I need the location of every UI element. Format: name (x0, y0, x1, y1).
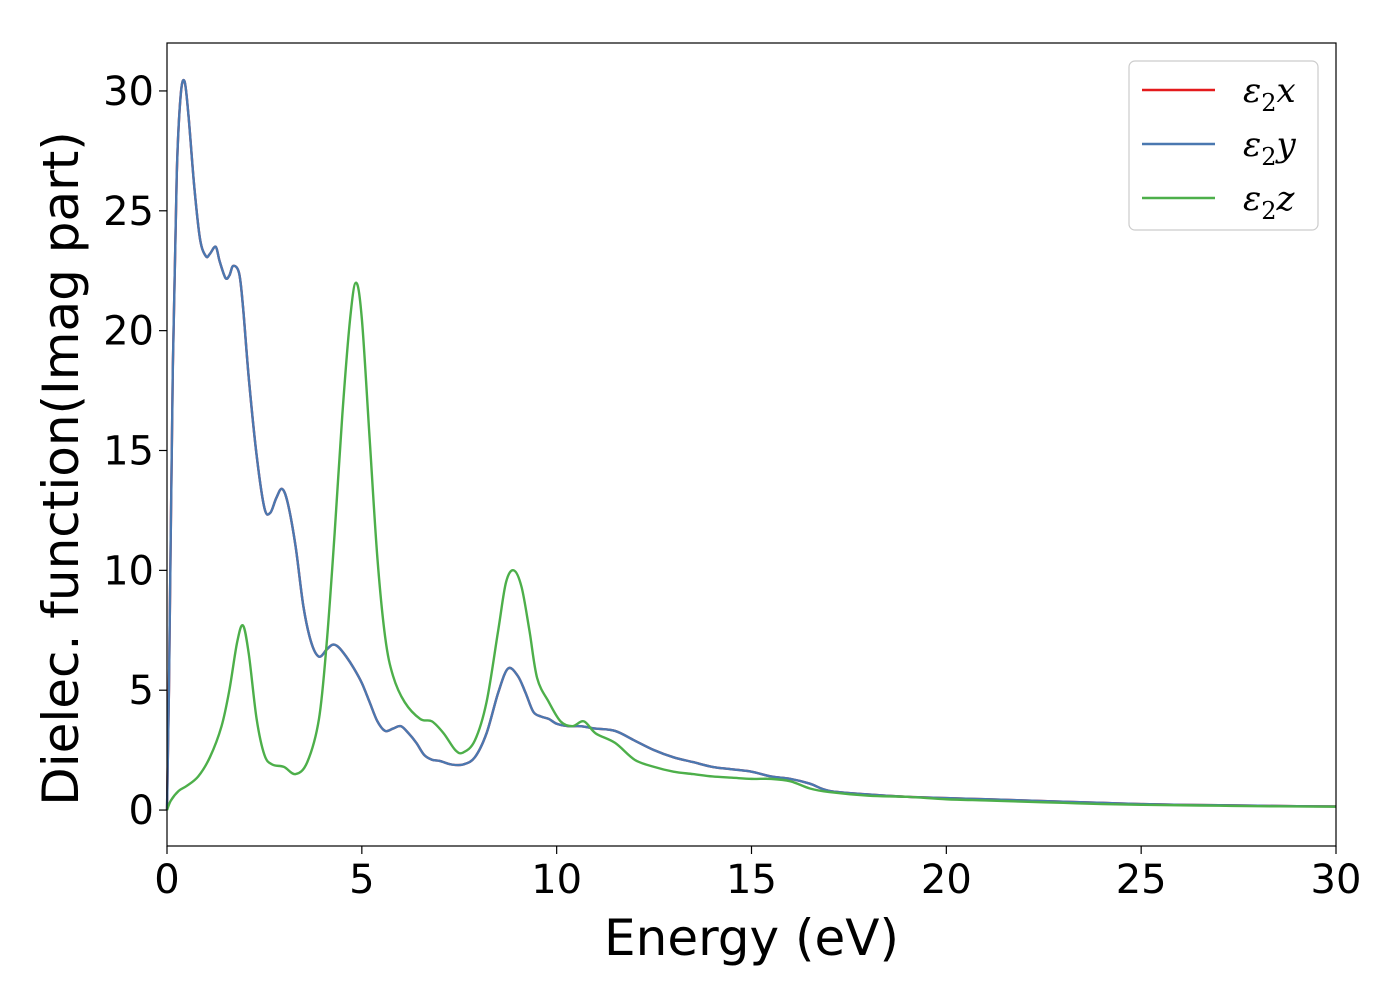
legend-box (1128, 60, 1319, 231)
x-tick-label: 10 (531, 857, 582, 903)
x-tick-label: 15 (726, 857, 777, 903)
legend-label-y: ε2y (1243, 125, 1297, 171)
x-tick-label: 0 (154, 857, 179, 903)
ticks-layer: 0 5 10 15 20 25 30 0 5 10 15 20 25 30 (103, 69, 1361, 903)
x-axis-label: Energy (eV) (604, 909, 899, 967)
y-tick-label: 25 (103, 189, 154, 235)
x-tick-label: 30 (1311, 857, 1362, 903)
y-tick-label: 5 (129, 668, 154, 714)
series-layer (165, 78, 1337, 811)
series-line-z (165, 281, 1337, 811)
x-tick-label: 25 (1116, 857, 1167, 903)
y-tick-label: 10 (103, 548, 154, 594)
legend-label-x: ε2x (1243, 71, 1296, 117)
x-tick-label: 20 (921, 857, 972, 903)
y-axis-label: Dielec. function(Imag part) (32, 131, 90, 806)
legend: ε2x ε2y ε2z (1128, 60, 1319, 231)
legend-label-z: ε2z (1243, 179, 1296, 225)
y-tick-label: 15 (103, 428, 154, 474)
series-line-y (165, 78, 1337, 811)
y-tick-label: 0 (129, 788, 154, 834)
y-tick-label: 20 (103, 309, 154, 355)
y-tick-label: 30 (103, 69, 154, 115)
x-tick-label: 5 (349, 857, 374, 903)
